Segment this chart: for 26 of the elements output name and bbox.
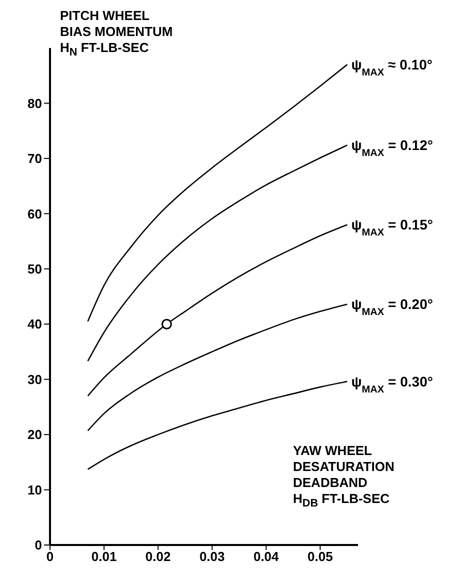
series-label: ψ$_{MAX}$ = 0.20° [351,296,433,318]
line-series [87,144,348,362]
y-tick-label: 80 [28,96,42,111]
y-tick-label: 10 [28,482,42,498]
y-tick-label: 60 [28,206,42,222]
x-tick-label: 0.03 [199,549,225,564]
x-tick-label: 0.05 [308,549,333,564]
y-tick-label: 30 [28,372,42,387]
y-tick-label: 20 [28,427,42,442]
x-axis-title: YAW WHEEL DESATURATION DEADBAND H$_{DB}$ FT-LB-SEC [293,443,394,512]
series-label: ψ$_{MAX}$ = 0.12° [351,137,433,159]
series-label: ψ$_{MAX}$ = 0.30° [351,374,433,396]
y-axis-title: PITCH WHEEL BIAS MOMENTUM H$_{N}$ FT-LB-SEC [60,8,173,61]
x-tick-label: 0.04 [253,549,280,564]
line-series [87,64,348,322]
x-tick-label: 0.02 [145,549,171,564]
series-label: ψ$_{MAX}$ ≈ 0.10° [351,56,432,78]
y-tick-label: 50 [28,262,42,277]
line-series [87,304,348,432]
line-series [87,224,348,397]
series-label: ψ$_{MAX}$ = 0.15° [351,216,433,238]
x-tick-label: 0 [46,549,54,564]
y-tick-label: 70 [28,151,42,166]
y-tick-label: 40 [28,316,42,332]
x-tick-label: 0.01 [91,549,117,564]
y-tick-label: 0 [34,538,42,553]
